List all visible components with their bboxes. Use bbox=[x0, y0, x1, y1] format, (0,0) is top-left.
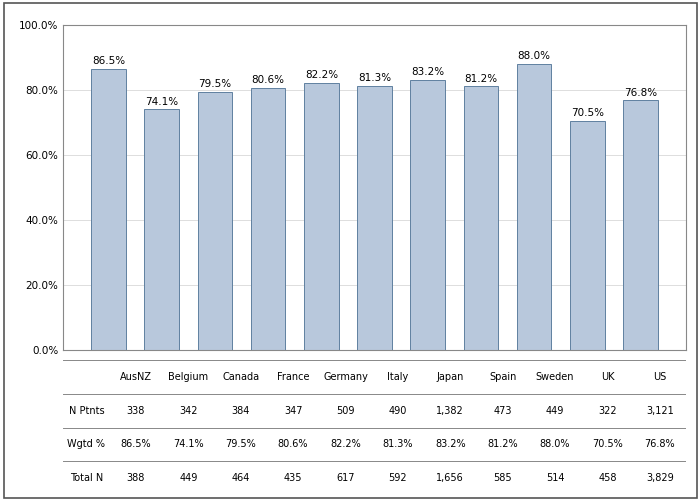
Text: Canada: Canada bbox=[222, 372, 259, 382]
Text: 449: 449 bbox=[179, 473, 197, 483]
Text: 458: 458 bbox=[598, 473, 617, 483]
Text: 3,829: 3,829 bbox=[646, 473, 673, 483]
Text: 585: 585 bbox=[494, 473, 512, 483]
Text: 3,121: 3,121 bbox=[646, 406, 673, 415]
Text: 1,382: 1,382 bbox=[436, 406, 464, 415]
Bar bbox=[144, 109, 179, 350]
Text: 83.2%: 83.2% bbox=[411, 67, 444, 77]
Text: 81.3%: 81.3% bbox=[383, 440, 413, 450]
Bar bbox=[623, 100, 658, 350]
Text: Belgium: Belgium bbox=[168, 372, 209, 382]
Bar bbox=[570, 121, 605, 350]
Text: 74.1%: 74.1% bbox=[145, 96, 178, 106]
Text: 88.0%: 88.0% bbox=[540, 440, 570, 450]
Text: 342: 342 bbox=[179, 406, 197, 415]
Text: 509: 509 bbox=[336, 406, 355, 415]
Text: N Ptnts: N Ptnts bbox=[69, 406, 104, 415]
Text: Sweden: Sweden bbox=[536, 372, 574, 382]
Bar bbox=[304, 83, 339, 350]
Text: 76.8%: 76.8% bbox=[645, 440, 675, 450]
Bar bbox=[517, 64, 552, 350]
Text: 514: 514 bbox=[546, 473, 564, 483]
Bar bbox=[197, 92, 232, 350]
Text: 82.2%: 82.2% bbox=[304, 70, 338, 80]
Text: 464: 464 bbox=[232, 473, 250, 483]
Text: 449: 449 bbox=[546, 406, 564, 415]
Bar bbox=[463, 86, 498, 350]
Text: 86.5%: 86.5% bbox=[92, 56, 125, 66]
Text: 617: 617 bbox=[336, 473, 355, 483]
Text: 79.5%: 79.5% bbox=[225, 440, 256, 450]
Text: UK: UK bbox=[601, 372, 614, 382]
Text: 79.5%: 79.5% bbox=[198, 79, 232, 89]
Text: 70.5%: 70.5% bbox=[570, 108, 603, 118]
Text: 384: 384 bbox=[232, 406, 250, 415]
Text: Total N: Total N bbox=[70, 473, 103, 483]
Text: 82.2%: 82.2% bbox=[330, 440, 360, 450]
Bar bbox=[410, 80, 445, 350]
Text: 74.1%: 74.1% bbox=[173, 440, 204, 450]
Text: Wgtd %: Wgtd % bbox=[67, 440, 106, 450]
Text: 70.5%: 70.5% bbox=[592, 440, 623, 450]
Text: 435: 435 bbox=[284, 473, 302, 483]
Text: 347: 347 bbox=[284, 406, 302, 415]
Text: 490: 490 bbox=[389, 406, 407, 415]
Text: Japan: Japan bbox=[437, 372, 464, 382]
Text: 76.8%: 76.8% bbox=[624, 88, 657, 98]
Bar bbox=[91, 69, 126, 350]
Text: 81.2%: 81.2% bbox=[464, 74, 498, 84]
Text: AusNZ: AusNZ bbox=[120, 372, 152, 382]
Text: 338: 338 bbox=[127, 406, 145, 415]
Text: 86.5%: 86.5% bbox=[120, 440, 151, 450]
Text: 80.6%: 80.6% bbox=[278, 440, 308, 450]
Text: 83.2%: 83.2% bbox=[435, 440, 466, 450]
Text: 592: 592 bbox=[389, 473, 407, 483]
Text: 388: 388 bbox=[127, 473, 145, 483]
Text: France: France bbox=[276, 372, 309, 382]
Bar bbox=[357, 86, 392, 350]
Text: Germany: Germany bbox=[323, 372, 368, 382]
Text: 81.3%: 81.3% bbox=[358, 73, 391, 83]
Text: Spain: Spain bbox=[489, 372, 517, 382]
Text: 88.0%: 88.0% bbox=[517, 52, 550, 62]
Text: 473: 473 bbox=[494, 406, 512, 415]
Text: 81.2%: 81.2% bbox=[487, 440, 518, 450]
Text: 1,656: 1,656 bbox=[436, 473, 464, 483]
Text: 80.6%: 80.6% bbox=[251, 76, 285, 86]
Bar bbox=[251, 88, 286, 350]
Text: 322: 322 bbox=[598, 406, 617, 415]
Text: Italy: Italy bbox=[387, 372, 409, 382]
Text: US: US bbox=[653, 372, 666, 382]
